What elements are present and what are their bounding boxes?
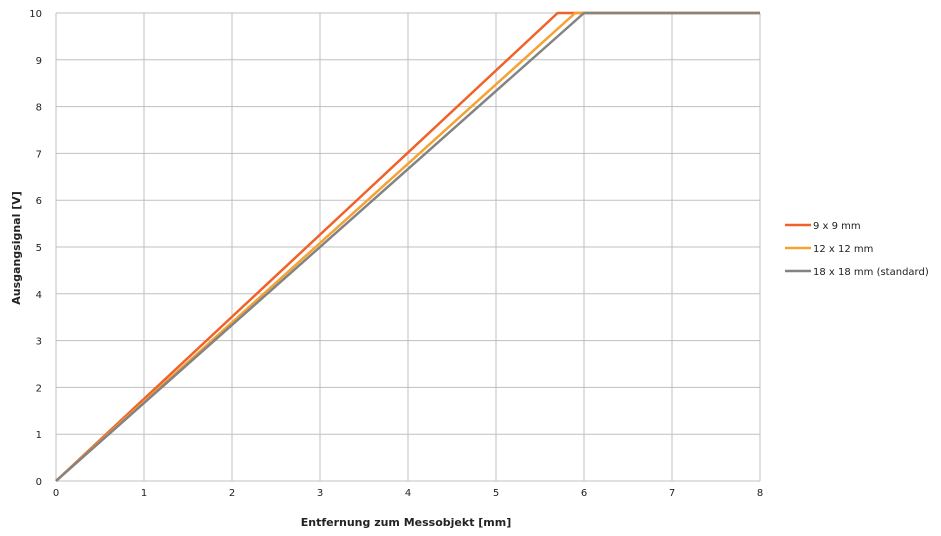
y-tick-label: 3 (36, 337, 42, 348)
x-tick-label: 6 (581, 488, 587, 499)
legend: 9 x 9 mm 12 x 12 mm 18 x 18 mm (standard) (785, 221, 929, 278)
x-tick-label: 0 (53, 488, 59, 499)
y-tick-label: 10 (29, 9, 42, 20)
x-axis-title: Entfernung zum Messobjekt [mm] (301, 516, 512, 529)
y-tick-label: 8 (36, 103, 42, 114)
y-axis-title: Ausgangsignal [V] (10, 191, 23, 305)
y-tick-label: 5 (36, 243, 42, 254)
x-tick-label: 1 (141, 488, 147, 499)
x-tick-label: 4 (405, 488, 411, 499)
legend-label-3: 18 x 18 mm (standard) (813, 267, 929, 278)
series-line-3 (55, 11, 760, 482)
y-tick-label: 4 (36, 290, 42, 301)
y-tick-label: 9 (36, 56, 42, 67)
x-tick-label: 2 (229, 488, 235, 499)
series-lines (55, 11, 760, 482)
x-tick-label: 3 (317, 488, 323, 499)
y-tick-label: 7 (36, 149, 42, 160)
y-tick-label: 2 (36, 383, 42, 394)
legend-label-2: 12 x 12 mm (813, 244, 873, 255)
x-tick-label: 7 (669, 488, 675, 499)
y-tick-label: 6 (36, 196, 42, 207)
x-tick-label: 5 (493, 488, 499, 499)
y-tick-labels: 0 1 2 3 4 5 6 7 8 9 10 (29, 9, 42, 488)
legend-label-1: 9 x 9 mm (813, 221, 861, 232)
y-tick-label: 1 (36, 430, 42, 441)
y-tick-label: 0 (36, 477, 42, 488)
grid-lines (55, 12, 761, 482)
x-tick-label: 8 (757, 488, 763, 499)
x-tick-labels: 0 1 2 3 4 5 6 7 8 (53, 488, 763, 499)
